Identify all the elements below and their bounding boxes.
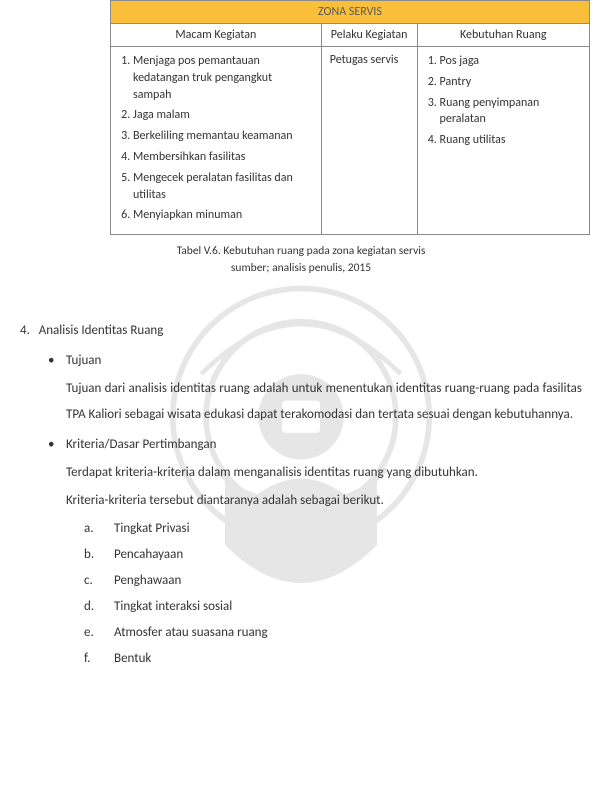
list-item: Pantry bbox=[440, 74, 581, 91]
alpha-label: d. bbox=[84, 594, 114, 620]
table-col-ruang: Kebutuhan Ruang bbox=[417, 24, 589, 47]
alpha-text: Bentuk bbox=[114, 646, 151, 672]
list-item: Mengecek peralatan fasilitas dan utilita… bbox=[133, 170, 313, 204]
table-zone-header: ZONA SERVIS bbox=[111, 1, 590, 24]
table-cell-kegiatan: Menjaga pos pemantauan kedatangan truk p… bbox=[111, 47, 322, 235]
table-cell-pelaku: Petugas servis bbox=[321, 47, 417, 235]
list-item: d.Tingkat interaksi sosial bbox=[84, 594, 582, 620]
list-item: Menjaga pos pemantauan kedatangan truk p… bbox=[133, 53, 313, 103]
tujuan-label: Tujuan bbox=[66, 348, 101, 374]
caption-line1: Tabel V.6. Kebutuhan ruang pada zona keg… bbox=[177, 244, 426, 258]
bullet-kriteria: • Kriteria/Dasar Pertimbangan bbox=[48, 432, 582, 458]
list-item: b.Pencahayaan bbox=[84, 542, 582, 568]
table-cell-ruang: Pos jaga Pantry Ruang penyimpanan perala… bbox=[417, 47, 589, 235]
zona-servis-table: ZONA SERVIS Macam Kegiatan Pelaku Kegiat… bbox=[110, 0, 590, 235]
alpha-label: b. bbox=[84, 542, 114, 568]
alpha-text: Penghawaan bbox=[114, 568, 181, 594]
alpha-label: e. bbox=[84, 620, 114, 646]
alpha-label: f. bbox=[84, 646, 114, 672]
list-item: Membersihkan fasilitas bbox=[133, 149, 313, 166]
alpha-label: a. bbox=[84, 516, 114, 542]
bullet-icon: • bbox=[48, 348, 66, 374]
list-item: Menyiapkan minuman bbox=[133, 207, 313, 224]
list-item: a.Tingkat Privasi bbox=[84, 516, 582, 542]
list-item: Ruang utilitas bbox=[440, 132, 581, 149]
list-item: Ruang penyimpanan peralatan bbox=[440, 95, 581, 129]
alpha-label: c. bbox=[84, 568, 114, 594]
list-item: f.Bentuk bbox=[84, 646, 582, 672]
table-col-kegiatan: Macam Kegiatan bbox=[111, 24, 322, 47]
list-item: Jaga malam bbox=[133, 107, 313, 124]
table-col-pelaku: Pelaku Kegiatan bbox=[321, 24, 417, 47]
list-item: c.Penghawaan bbox=[84, 568, 582, 594]
alpha-text: Atmosfer atau suasana ruang bbox=[114, 620, 268, 646]
bullet-tujuan: • Tujuan bbox=[48, 348, 582, 374]
alpha-text: Tingkat Privasi bbox=[114, 516, 190, 542]
ruang-list: Pos jaga Pantry Ruang penyimpanan perala… bbox=[426, 53, 581, 149]
kriteria-alpha-list: a.Tingkat Privasi b.Pencahayaan c.Pengha… bbox=[20, 516, 582, 672]
section-title: Analisis Identitas Ruang bbox=[39, 323, 164, 338]
list-item: Berkeliling memantau keamanan bbox=[133, 128, 313, 145]
table-caption: Tabel V.6. Kebutuhan ruang pada zona keg… bbox=[20, 243, 582, 278]
alpha-text: Pencahayaan bbox=[114, 542, 183, 568]
section-heading: 4. Analisis Identitas Ruang bbox=[20, 318, 582, 344]
kriteria-text-2: Kriteria-kriteria tersebut diantaranya a… bbox=[20, 488, 582, 514]
caption-line2: sumber; analisis penulis, 2015 bbox=[231, 261, 371, 275]
list-item: Pos jaga bbox=[440, 53, 581, 70]
list-item: e.Atmosfer atau suasana ruang bbox=[84, 620, 582, 646]
alpha-text: Tingkat interaksi sosial bbox=[114, 594, 232, 620]
bullet-icon: • bbox=[48, 432, 66, 458]
kriteria-label: Kriteria/Dasar Pertimbangan bbox=[66, 432, 216, 458]
section-number: 4. bbox=[20, 323, 30, 338]
kriteria-text-1: Terdapat kriteria-kriteria dalam mengana… bbox=[20, 460, 582, 486]
kegiatan-list: Menjaga pos pemantauan kedatangan truk p… bbox=[119, 53, 313, 224]
tujuan-text: Tujuan dari analisis identitas ruang ada… bbox=[20, 376, 582, 428]
